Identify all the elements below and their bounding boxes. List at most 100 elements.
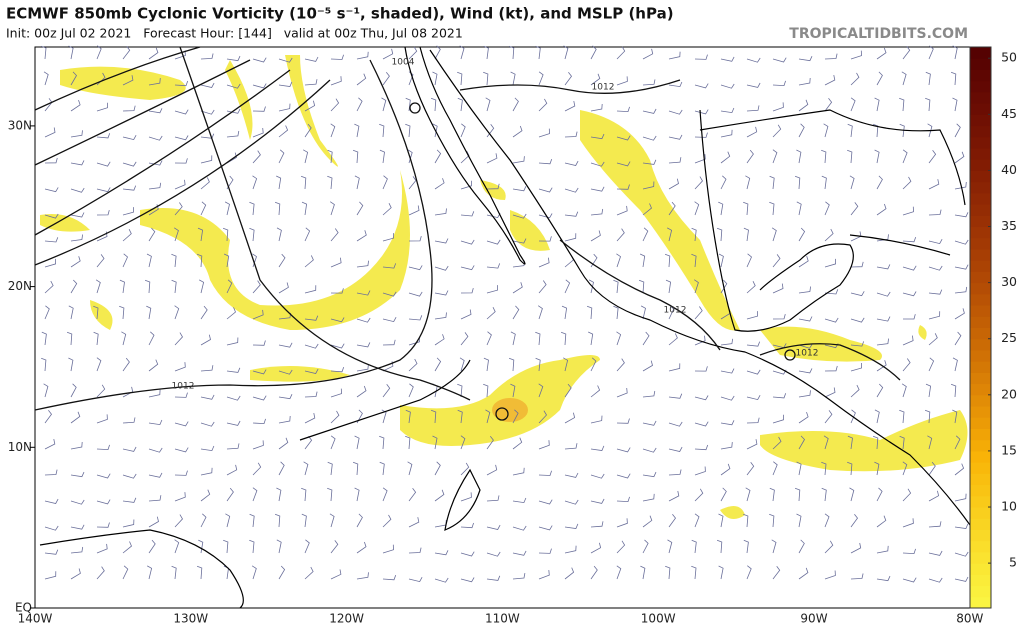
wind-barb	[304, 285, 317, 294]
wind-barb	[899, 409, 905, 424]
wind-barb	[70, 212, 85, 218]
wind-barb	[226, 443, 240, 450]
wind-barb	[43, 71, 49, 86]
wind-barb	[798, 411, 809, 424]
wind-barb	[902, 577, 917, 583]
wind-barb	[616, 565, 622, 580]
wind-barb	[642, 360, 653, 372]
wind-barb	[330, 343, 345, 349]
wind-barb	[667, 227, 673, 242]
wind-barb	[616, 387, 628, 398]
wind-barb	[746, 565, 752, 580]
wind-barb	[849, 487, 855, 502]
wind-barb	[148, 160, 163, 166]
wind-barb	[226, 130, 240, 138]
wind-barb	[772, 393, 787, 399]
wind-barb	[382, 339, 396, 346]
wind-barb	[300, 175, 307, 190]
wind-barb	[301, 201, 308, 216]
wind-barb	[382, 317, 397, 323]
wind-barb	[510, 71, 516, 86]
wind-barb	[564, 101, 576, 112]
wind-barb	[486, 435, 494, 450]
credit: TROPICALTIDBITS.COM	[789, 26, 968, 42]
wind-barb	[563, 45, 569, 60]
wind-barb	[70, 568, 81, 580]
wind-barb	[798, 390, 811, 398]
wind-barb	[616, 540, 626, 554]
wind-barb	[639, 253, 646, 268]
colorbar-cell	[970, 484, 991, 497]
wind-barb	[876, 175, 883, 190]
wind-barb	[876, 316, 891, 322]
wind-barb	[694, 109, 709, 115]
wind-barb	[379, 461, 385, 476]
wind-barb	[720, 338, 734, 346]
wind-barb	[821, 149, 827, 164]
wind-barb	[850, 384, 860, 398]
wind-barb	[642, 390, 656, 398]
wind-barb	[252, 309, 264, 320]
wind-barb	[200, 53, 214, 60]
wind-barb	[330, 98, 340, 112]
wind-barb	[876, 71, 883, 86]
wind-barb	[486, 183, 500, 190]
wind-barb	[590, 357, 597, 372]
wind-barb	[459, 45, 465, 60]
wind-barb	[327, 487, 333, 502]
wind-barb	[720, 151, 731, 164]
wind-barb	[512, 156, 525, 164]
wind-barb	[772, 102, 784, 112]
wind-barb	[200, 305, 208, 320]
lat-label: 30N	[8, 118, 32, 132]
colorbar-cell	[970, 80, 991, 93]
wind-barb	[954, 239, 969, 245]
wind-barb	[561, 305, 568, 320]
wind-barb	[356, 385, 367, 398]
wind-barb	[928, 577, 943, 583]
wind-barb	[356, 201, 364, 216]
wind-barb	[902, 236, 917, 243]
wind-barb	[694, 335, 706, 346]
wind-barb	[899, 435, 905, 450]
wind-barb	[720, 129, 733, 138]
wind-barb	[171, 279, 177, 294]
wind-barb	[122, 161, 137, 167]
wind-barb	[743, 539, 749, 554]
wind-barb	[640, 305, 646, 320]
lon-label: 130W	[173, 612, 208, 626]
wind-barb	[460, 265, 475, 271]
colorbar-cell	[970, 518, 991, 530]
wind-barb	[148, 135, 163, 141]
wind-barb	[96, 522, 110, 528]
colorbar-label: 50	[1001, 50, 1017, 65]
wind-barb	[794, 175, 801, 190]
wind-barb	[616, 358, 625, 372]
wind-barb	[278, 461, 285, 476]
wind-barb	[329, 513, 335, 528]
wind-barb	[720, 175, 727, 190]
wind-barb	[716, 227, 723, 242]
wind-barb	[538, 383, 544, 398]
wind-barb	[95, 279, 101, 294]
wind-barb	[148, 516, 159, 528]
wind-barb	[538, 158, 553, 165]
wind-barb	[616, 447, 631, 453]
colorbar-cell	[970, 282, 991, 295]
wind-barb	[96, 357, 102, 372]
wind-barb	[510, 383, 516, 398]
wind-barb	[720, 83, 735, 89]
wind-barb	[954, 308, 965, 320]
wind-barb	[483, 71, 489, 86]
wind-barb	[460, 239, 475, 245]
wind-barb	[796, 461, 802, 476]
wind-barb	[668, 51, 681, 60]
wind-barb	[928, 333, 938, 346]
wind-barb	[616, 76, 628, 86]
wind-barb	[408, 205, 420, 216]
wind-barb	[538, 98, 548, 112]
wind-barb	[538, 236, 552, 242]
wind-barb	[485, 409, 491, 424]
wind-barb	[381, 409, 387, 424]
wind-barb	[432, 71, 438, 86]
